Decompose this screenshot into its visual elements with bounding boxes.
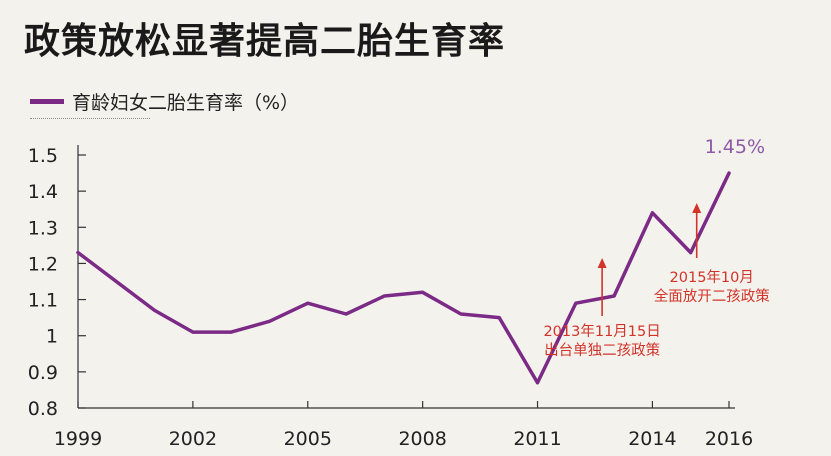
data-point (459, 312, 463, 316)
data-point (382, 294, 386, 298)
data-point (497, 316, 501, 320)
data-point (536, 381, 540, 385)
x-tick-label: 2011 (513, 428, 561, 450)
data-point (344, 312, 348, 316)
y-tick-label: 1.5 (28, 145, 58, 167)
data-point (229, 330, 233, 334)
y-tick-label: 0.9 (28, 362, 58, 384)
legend: 育龄妇女二胎生育率（%） (30, 88, 299, 115)
y-tick-label: 1 (46, 326, 58, 348)
data-point (650, 211, 654, 215)
series-line (76, 171, 731, 385)
y-tick-label: 1.3 (28, 217, 58, 239)
y-tick-label: 1.4 (28, 181, 58, 203)
data-point (612, 294, 616, 298)
data-point (114, 280, 118, 283)
data-point (267, 319, 271, 323)
data-point (76, 251, 80, 255)
annotation-label: 出台单独二孩政策 (544, 342, 660, 359)
data-point (153, 308, 157, 312)
x-tick-label: 2005 (284, 428, 332, 450)
x-tick-label: 1999 (54, 428, 102, 450)
legend-label: 育龄妇女二胎生育率（%） (72, 92, 300, 114)
x-tick-label: 2014 (628, 428, 676, 450)
annotation-label: 2015年10月 (670, 269, 754, 286)
legend-line-swatch (30, 99, 64, 104)
data-point (421, 290, 425, 294)
annotation-label: 全面放开二孩政策 (654, 287, 770, 305)
data-point (574, 301, 578, 305)
x-tick-label: 2016 (705, 428, 753, 450)
peak-value-label: 1.45% (705, 136, 765, 158)
y-tick-label: 0.8 (28, 398, 58, 420)
data-point (306, 301, 310, 305)
annotation-label: 2013年11月15日 (543, 323, 660, 340)
data-point (727, 171, 731, 175)
x-tick-label: 2002 (169, 428, 217, 450)
x-tick-label: 2008 (398, 428, 446, 450)
y-tick-label: 1.2 (28, 253, 58, 275)
y-tick-label: 1.1 (28, 290, 58, 312)
data-point (191, 330, 195, 334)
annotation-arrowhead (597, 258, 607, 268)
annotation-arrowhead (692, 203, 702, 213)
legend-divider (30, 118, 150, 119)
chart-title: 政策放松显著提高二胎生育率 (24, 21, 506, 62)
data-point (689, 251, 693, 255)
